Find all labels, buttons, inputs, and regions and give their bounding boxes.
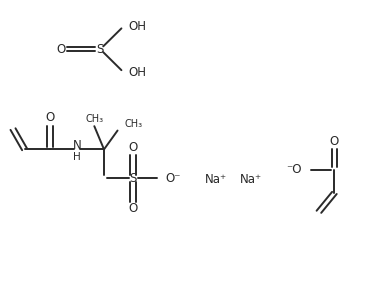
Text: Na⁺: Na⁺ <box>240 173 262 186</box>
Text: CH₃: CH₃ <box>124 119 143 129</box>
Text: O⁻: O⁻ <box>166 172 181 185</box>
Text: O: O <box>128 142 138 154</box>
Text: O: O <box>128 202 138 215</box>
Text: N: N <box>73 139 81 152</box>
Text: OH: OH <box>128 20 146 33</box>
Text: O: O <box>330 135 339 148</box>
Text: OH: OH <box>128 66 146 79</box>
Text: O: O <box>45 111 55 124</box>
Text: S: S <box>96 43 104 56</box>
Text: O: O <box>57 43 66 56</box>
Text: H: H <box>73 152 81 162</box>
Text: CH₃: CH₃ <box>85 114 103 124</box>
Text: S: S <box>129 172 137 185</box>
Text: ⁻O: ⁻O <box>286 163 301 176</box>
Text: Na⁺: Na⁺ <box>205 173 227 186</box>
